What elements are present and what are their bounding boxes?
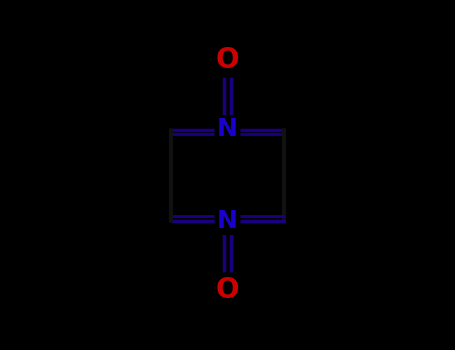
- Text: O: O: [216, 46, 239, 74]
- Text: N: N: [217, 209, 238, 232]
- Text: N: N: [217, 209, 238, 232]
- Text: O: O: [216, 276, 239, 304]
- Text: N: N: [217, 118, 238, 141]
- Text: N: N: [217, 118, 238, 141]
- Text: O: O: [216, 276, 239, 304]
- Text: O: O: [216, 46, 239, 74]
